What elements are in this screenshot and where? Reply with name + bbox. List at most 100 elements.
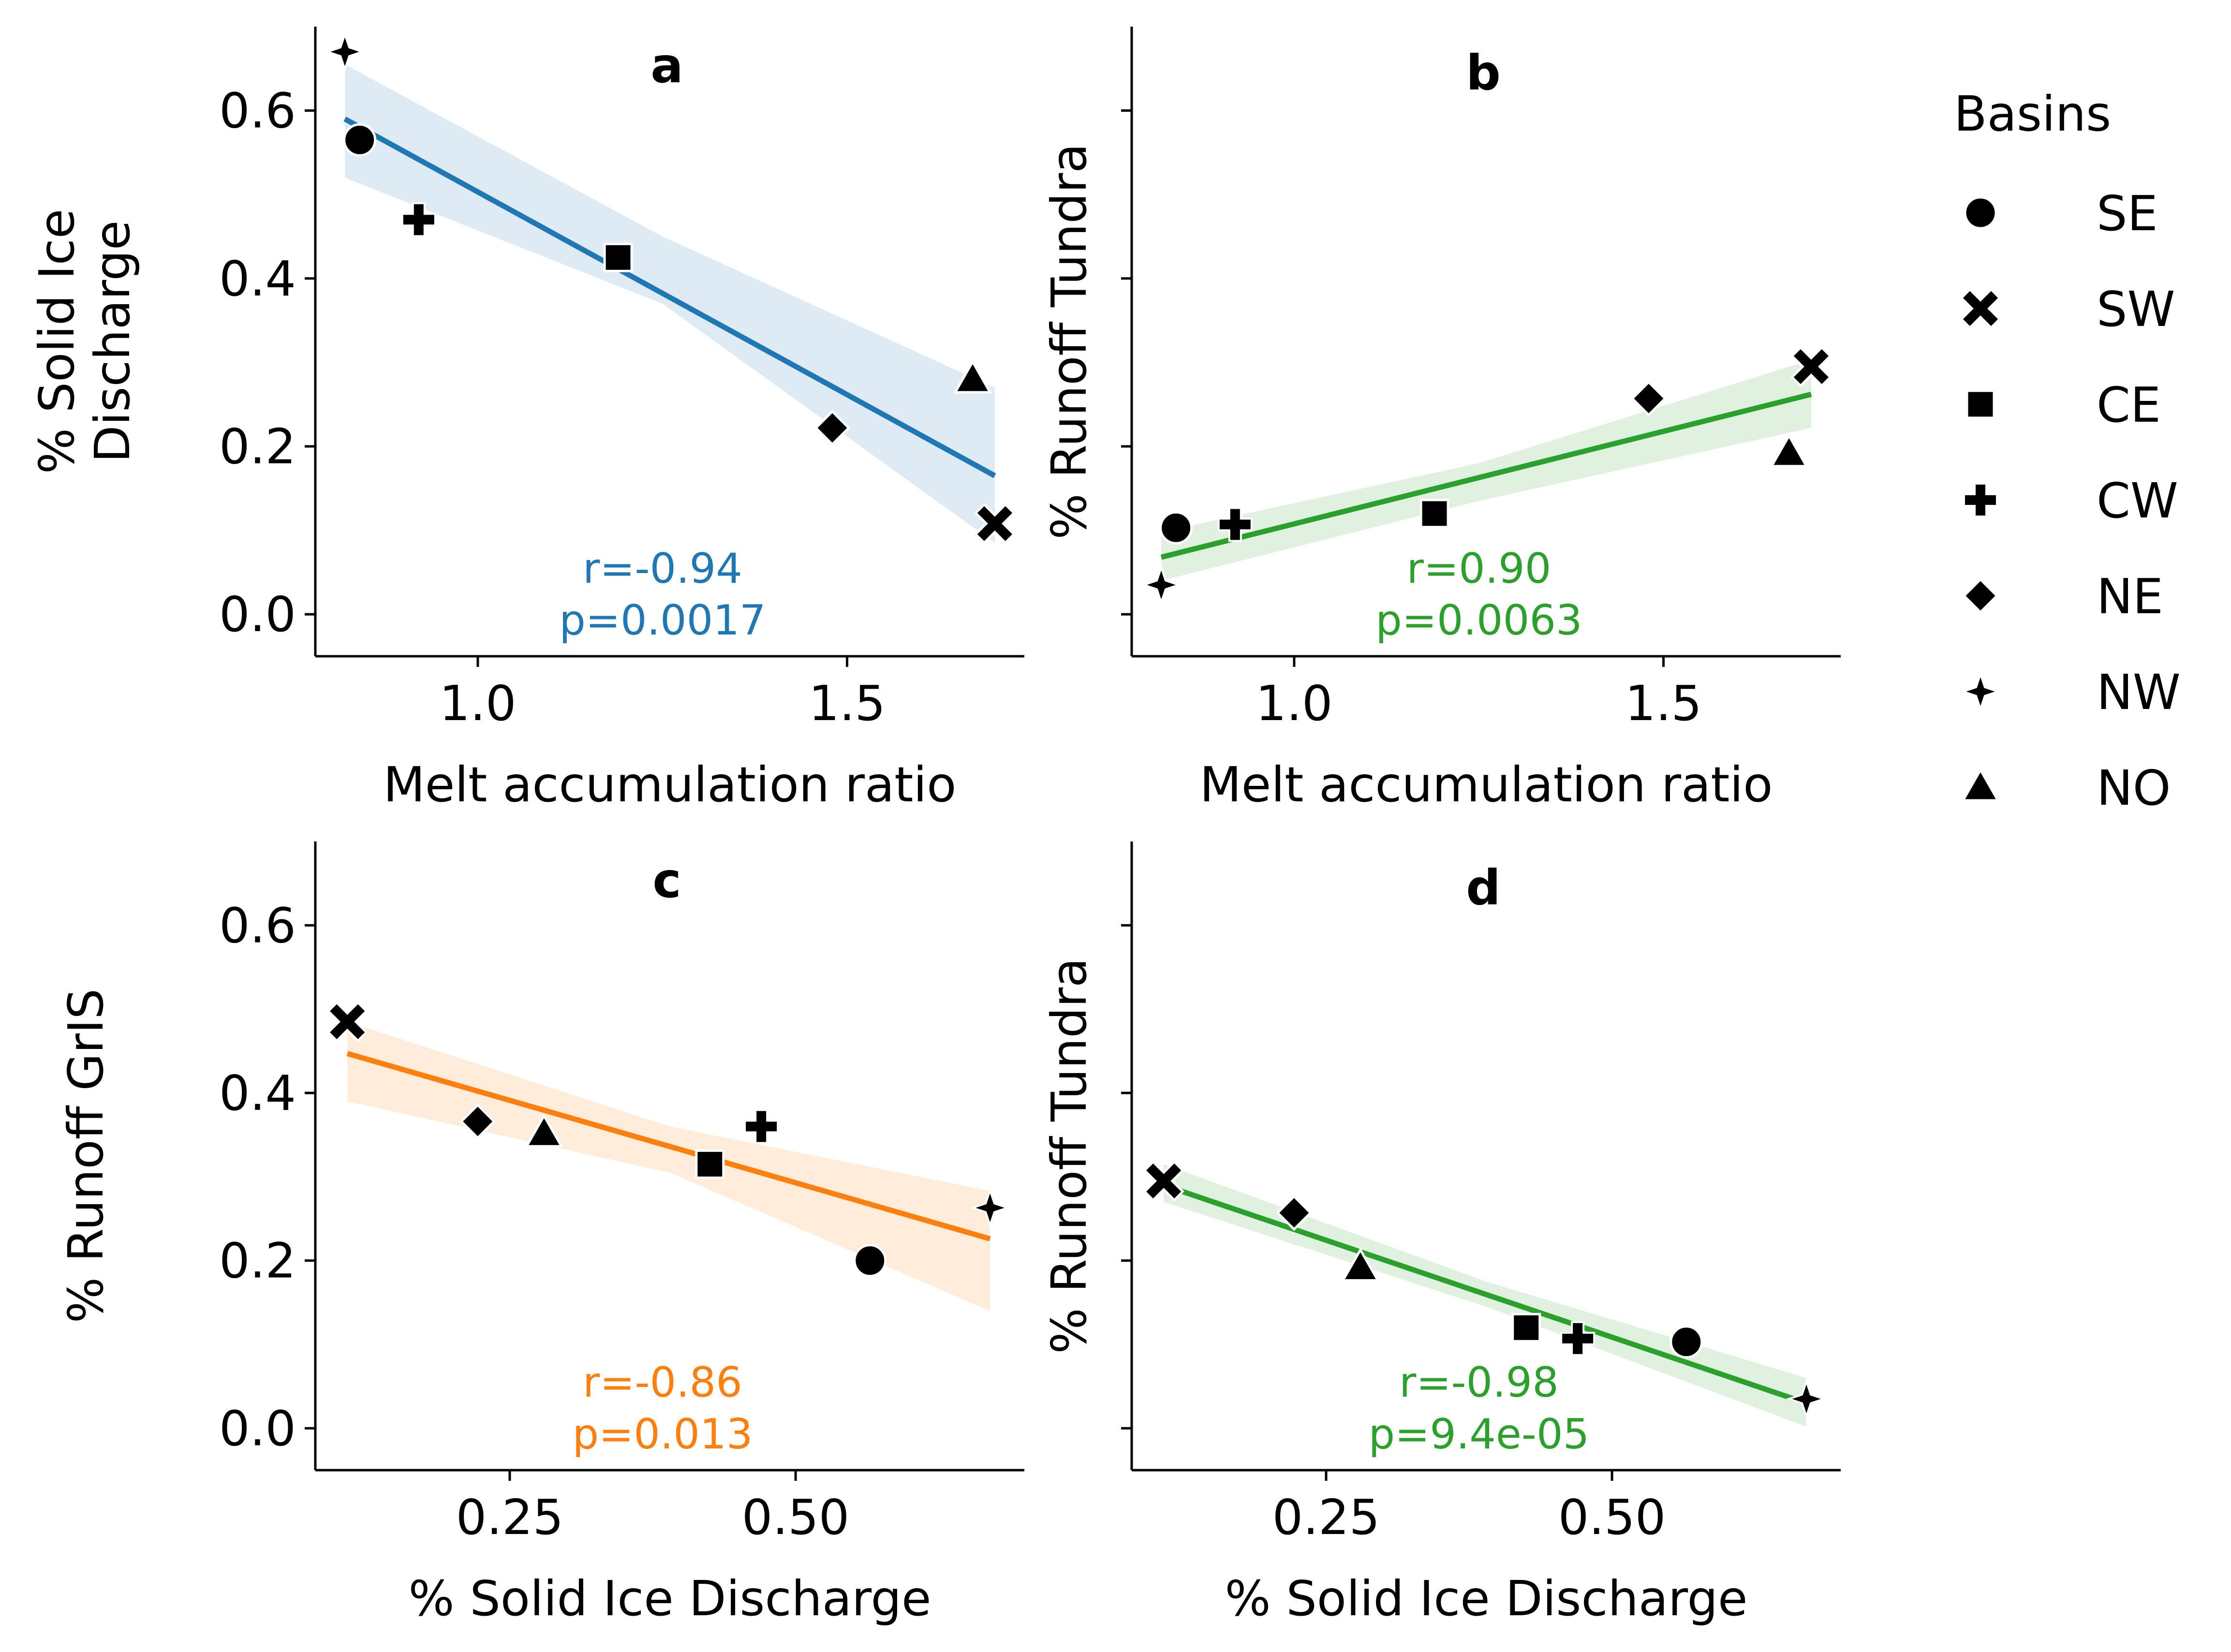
y-tick-label: 0.6 <box>219 83 296 139</box>
point-no <box>953 359 992 394</box>
legend-label: CE <box>2097 377 2161 433</box>
confidence-band <box>347 1021 990 1311</box>
panel-c: 0.0 0.2 0.4 0.6 0.25 0.50 % Solid Ice Discharg… <box>58 841 1024 1627</box>
point-ne <box>814 410 851 446</box>
legend-entry-nw: NW <box>1960 664 2181 721</box>
panel-letter: a <box>650 37 683 94</box>
p-value: p=0.0017 <box>559 596 766 645</box>
y-axis-label: % Runoff GrIS <box>58 988 114 1323</box>
legend-label: SW <box>2097 281 2175 338</box>
y-tick-label: 0.2 <box>219 1233 296 1289</box>
regression-line <box>343 117 996 478</box>
x-tick-label: 1.0 <box>439 675 516 732</box>
panel-letter: d <box>1466 859 1501 916</box>
r-value: r=-0.98 <box>1399 1358 1559 1407</box>
x-tick-label: 1.0 <box>1256 675 1332 732</box>
legend-entry-se: SE <box>1964 185 2158 242</box>
regression-line <box>1163 1182 1807 1406</box>
legend-entry-no: NO <box>1961 760 2171 816</box>
point-nw <box>1140 564 1182 605</box>
regression-line <box>1160 392 1812 560</box>
point-sw <box>326 1001 368 1043</box>
legend-marker-ce <box>1965 389 1995 419</box>
panel-a: 0.0 0.2 0.4 0.6 1.0 1.5 Melt accumulation rati… <box>29 27 1024 813</box>
legend-label: CW <box>2097 472 2178 529</box>
legend-marker-cw <box>1963 483 1998 517</box>
point-no <box>1341 1247 1380 1282</box>
legend-marker-se <box>1964 196 1997 230</box>
y-axis-label: Discharge <box>84 221 141 463</box>
y-tick-label: 0.2 <box>219 418 296 475</box>
r-value: r=-0.86 <box>583 1358 742 1407</box>
point-cw <box>401 202 436 237</box>
legend-entry-ce: CE <box>1965 377 2161 433</box>
x-tick-label: 0.50 <box>742 1489 850 1546</box>
point-se <box>1159 511 1193 545</box>
x-axis-label: Melt accumulation ratio <box>1200 756 1773 813</box>
y-tick-label: 0.0 <box>219 586 296 643</box>
legend-label: SE <box>2097 185 2158 242</box>
x-axis-label: % Solid Ice Discharge <box>409 1570 931 1627</box>
point-ce <box>1419 499 1449 529</box>
legend-label: NW <box>2097 664 2181 721</box>
point-ce <box>1511 1313 1541 1342</box>
y-tick-label: 0.4 <box>219 1065 296 1121</box>
point-se <box>343 123 377 157</box>
point-ce <box>603 242 633 272</box>
x-axis-label: Melt accumulation ratio <box>384 756 957 813</box>
point-nw <box>969 1187 1011 1228</box>
x-tick-label: 1.5 <box>809 675 886 732</box>
point-no <box>524 1113 564 1148</box>
panel-d: 0.25 0.50 % Solid Ice Discharge % Runoff Tu… <box>1041 841 1841 1627</box>
x-tick-label: 0.25 <box>456 1489 564 1546</box>
panel-letter: b <box>1466 44 1501 101</box>
point-ne <box>1630 380 1667 417</box>
point-nw <box>1786 1378 1827 1419</box>
legend-label: NE <box>2097 568 2163 625</box>
legend-entry-ne: NE <box>1962 568 2163 625</box>
panels: 0.0 0.2 0.4 0.6 1.0 1.5 Melt accumulation rati… <box>29 27 1841 1627</box>
x-tick-label: 1.5 <box>1625 675 1702 732</box>
legend: Basins SE SW CE CW NE NW NO <box>1954 86 2181 816</box>
legend-marker-nw <box>1960 671 2001 712</box>
legend-marker-sw <box>1960 288 2001 329</box>
point-ne <box>459 1103 496 1140</box>
point-no <box>1769 433 1809 468</box>
confidence-band <box>345 64 995 543</box>
p-value: p=0.0063 <box>1375 596 1582 645</box>
x-tick-label: 0.50 <box>1558 1489 1666 1546</box>
x-tick-label: 0.25 <box>1272 1489 1380 1546</box>
y-tick-label: 0.4 <box>219 251 296 307</box>
p-value: p=0.013 <box>573 1410 753 1459</box>
r-value: r=-0.94 <box>583 545 742 593</box>
legend-marker-no <box>1961 767 2000 802</box>
legend-title: Basins <box>1954 86 2111 142</box>
legend-label: NO <box>2097 760 2171 816</box>
legend-entry-sw: SW <box>1960 281 2175 338</box>
point-se <box>1670 1325 1703 1359</box>
point-sw <box>1143 1160 1184 1202</box>
point-sw <box>974 503 1016 545</box>
x-axis-label: % Solid Ice Discharge <box>1225 1570 1748 1627</box>
point-se <box>853 1244 887 1278</box>
point-ce <box>695 1149 725 1179</box>
point-sw <box>1790 346 1832 387</box>
point-nw <box>324 31 366 73</box>
legend-entry-cw: CW <box>1963 472 2178 529</box>
y-tick-label: 0.6 <box>219 897 296 954</box>
regression-line <box>346 1051 991 1241</box>
y-tick-label: 0.0 <box>219 1400 296 1457</box>
legend-marker-ne <box>1962 577 1999 614</box>
panel-b: 1.0 1.5 Melt accumulation ratio % Runoff Tu… <box>1041 27 1841 813</box>
panel-letter: c <box>652 852 681 909</box>
y-axis-label: % Runoff Tundra <box>1041 958 1097 1354</box>
y-axis-label: % Solid Ice <box>29 209 85 474</box>
r-value: r=0.90 <box>1407 545 1551 593</box>
point-cw <box>744 1109 779 1144</box>
p-value: p=9.4e-05 <box>1369 1410 1590 1459</box>
y-axis-label: % Runoff Tundra <box>1041 144 1097 540</box>
point-ne <box>1276 1195 1313 1231</box>
point-cw <box>1560 1321 1596 1356</box>
point-cw <box>1217 507 1253 542</box>
